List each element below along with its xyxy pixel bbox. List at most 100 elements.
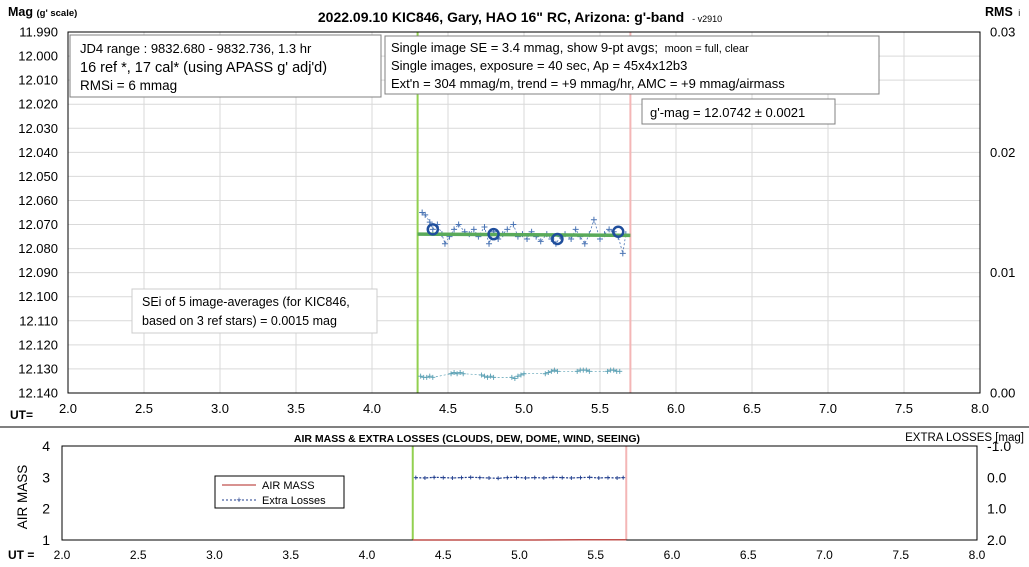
- main-ut-label: UT=: [10, 408, 33, 422]
- rms-point: [454, 371, 460, 377]
- info-box-range-frame: [69, 34, 382, 98]
- extra-losses-point: [459, 475, 464, 480]
- rms-point: [515, 373, 521, 379]
- bottom-plot: 4 3 2 1 -1.0 0.0 1.0 2.0 2.0 2.5 3.0 3.5 4.0 4.5 5.0…: [42, 438, 1011, 562]
- main-x-tick-label: 2.0: [59, 401, 77, 416]
- main-x-tick-label: 3.0: [211, 401, 229, 416]
- legend-extra-label: Extra Losses: [262, 495, 326, 507]
- single-image-point: [451, 226, 458, 233]
- single-image-point: [422, 211, 429, 218]
- single-image-point: [597, 235, 603, 242]
- bottom-right-tick-label: 0.0: [987, 469, 1007, 485]
- extra-losses-point: [578, 475, 583, 480]
- main-y-tick-label: 12.060: [18, 193, 58, 208]
- main-y-tick-label: 12.040: [18, 145, 58, 160]
- rms-point: [418, 373, 424, 379]
- chart-title-text: 2022.09.10 KIC846, Gary, HAO 16" RC, Ari…: [318, 9, 684, 25]
- main-x-tick-label: 7.0: [819, 401, 837, 416]
- rms-point: [542, 371, 548, 377]
- bottom-left-label: AIR MASS: [15, 465, 30, 530]
- bottom-x-tick-label: 2.5: [130, 548, 147, 562]
- rms-point: [457, 370, 463, 376]
- bottom-x-tick-labels: 2.0 2.5 3.0 3.5 4.0 4.5 5.0 5.5 6.0 6.5 7.0 7.5 8.0: [54, 548, 986, 562]
- single-image-point: [568, 235, 575, 242]
- main-x-tick-label: 6.0: [667, 401, 685, 416]
- rms-point: [448, 371, 454, 377]
- rms-point: [491, 374, 497, 380]
- gmag-box: g'-mag = 12.0742 ± 0.0021: [641, 98, 836, 125]
- single-image-point: [486, 240, 493, 247]
- extra-losses-point: [615, 475, 620, 480]
- main-x-tick-label: 8.0: [971, 401, 989, 416]
- bottom-y-tick-label: 2: [42, 501, 50, 517]
- legend-frame: [214, 475, 345, 509]
- single-image-point: [537, 238, 544, 245]
- rms-point: [427, 373, 433, 379]
- main-right-label: RMS i: [985, 5, 1020, 19]
- main-y-tick-label: 12.120: [18, 337, 58, 352]
- bottom-right-tick-labels: -1.0 0.0 1.0 2.0: [987, 438, 1011, 548]
- rms-point: [485, 374, 491, 380]
- main-left-label-text: Mag: [8, 5, 33, 19]
- legend-extra-marker: +: [236, 495, 241, 505]
- info-range-line-1: JD4 range : 9832.680 - 9832.736, 1.3 hr: [80, 41, 312, 56]
- main-x-tick-label: 7.5: [895, 401, 913, 416]
- extra-losses-point: [487, 475, 491, 480]
- single-image-point: [470, 226, 477, 233]
- rms-point: [551, 367, 557, 373]
- bottom-x-tick-label: 7.5: [892, 548, 909, 562]
- extra-losses-point: [560, 475, 565, 480]
- extra-losses-point: [541, 475, 546, 480]
- bottom-right-tick-label: 2.0: [987, 532, 1007, 548]
- extra-losses-point: [413, 475, 418, 480]
- extra-losses-point: [422, 475, 427, 480]
- rms-point: [617, 368, 623, 374]
- bottom-x-tick-label: 3.5: [282, 548, 299, 562]
- info-range-line-2: 16 ref *, 17 cal* (using APASS g' adj'd): [80, 60, 327, 76]
- rms-point: [460, 371, 466, 377]
- main-y-tick-label: 12.080: [18, 241, 58, 256]
- sei-box: SEi of 5 image-averages (for KIC846, bas…: [131, 288, 378, 334]
- main-right-label-sub: i: [1018, 8, 1020, 18]
- bottom-x-tick-label: 5.5: [587, 548, 604, 562]
- main-y-tick-label: 12.110: [19, 313, 58, 328]
- bottom-x-tick-label: 4.5: [435, 548, 452, 562]
- main-x-tick-label: 4.5: [439, 401, 457, 416]
- extra-losses-point: [551, 475, 556, 480]
- main-x-tick-label: 5.0: [515, 401, 533, 416]
- rms-point: [488, 373, 494, 379]
- single-image-point: [441, 240, 448, 247]
- sei-box-frame: [131, 288, 378, 334]
- bottom-x-tick-label: 2.0: [54, 548, 71, 562]
- extra-losses-point: [477, 475, 482, 480]
- extra-losses-point: [514, 475, 519, 480]
- bottom-y-tick-label: 1: [42, 532, 50, 548]
- main-right-label-text: RMS: [985, 5, 1013, 19]
- bottom-x-tick-label: 6.5: [740, 548, 757, 562]
- main-y-tick-label: 12.090: [18, 265, 58, 280]
- extra-losses-point: [450, 475, 455, 480]
- main-y-tick-label: 12.010: [18, 73, 58, 88]
- single-image-point: [481, 223, 488, 230]
- info-settings-line-1-small: moon = full, clear: [665, 43, 749, 55]
- extra-losses-point: [587, 475, 592, 480]
- main-y-tick-label: 12.140: [18, 386, 58, 401]
- chart-title: 2022.09.10 KIC846, Gary, HAO 16" RC, Ari…: [318, 9, 722, 25]
- gmag-value: g'-mag = 12.0742 ± 0.0021: [650, 105, 805, 120]
- main-right-tick-label: 0.00: [990, 386, 1015, 401]
- main-right-tick-label: 0.01: [990, 265, 1015, 280]
- rms-point: [554, 368, 560, 374]
- bottom-ut-label: UT =: [8, 548, 34, 562]
- bottom-x-tick-label: 4.0: [359, 548, 376, 562]
- main-right-tick-labels: 0.03 0.02 0.01 0.00: [990, 25, 1015, 401]
- rms-point: [451, 370, 457, 376]
- main-plot-frame: [67, 31, 981, 394]
- info-settings-line-3: Ext'n = 304 mmag/m, trend = +9 mmag/hr, …: [391, 76, 785, 91]
- main-y-tick-label: 12.050: [18, 169, 58, 184]
- main-x-tick-label: 4.0: [363, 401, 381, 416]
- info-settings-line-1-main: Single image SE = 3.4 mmag, show 9-pt av…: [391, 40, 658, 55]
- bottom-title: AIR MASS & EXTRA LOSSES (CLOUDS, DEW, DO…: [294, 433, 640, 445]
- bottom-x-tick-label: 8.0: [969, 548, 986, 562]
- rms-point: [518, 372, 524, 378]
- main-y-tick-label: 12.030: [18, 121, 58, 136]
